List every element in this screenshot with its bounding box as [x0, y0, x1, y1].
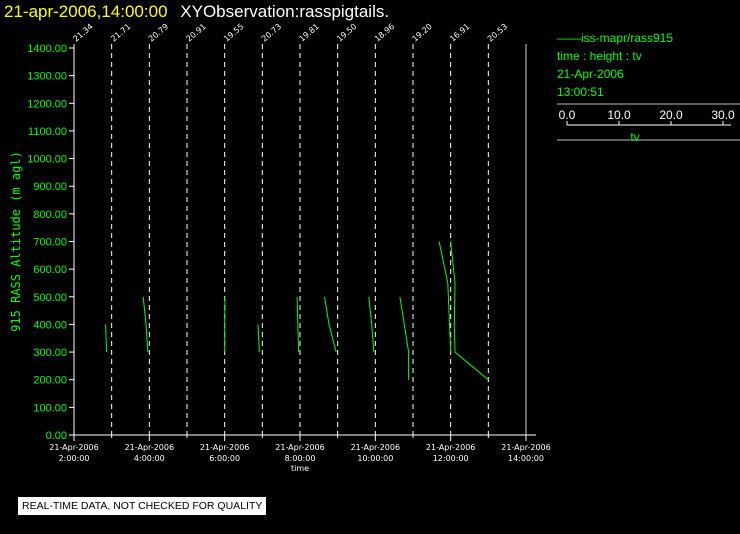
- tv-profile-line: [450, 241, 489, 381]
- y-tick-label: 1300.00: [27, 71, 67, 83]
- x-tick-date: 21-Apr-2006: [501, 443, 550, 452]
- tv-profile-line: [438, 241, 452, 353]
- profile-label: 20.73: [260, 22, 283, 44]
- y-tick-label: 800.00: [33, 209, 67, 221]
- profile-label: 19.50: [335, 22, 358, 44]
- legend-scale-tick-label: 30.0: [711, 108, 735, 122]
- x-tick-time: 10:00:00: [357, 454, 393, 463]
- tv-profile-line: [142, 296, 149, 353]
- y-tick-label: 100.00: [33, 402, 67, 414]
- profile-label: 19.20: [411, 22, 434, 44]
- header-title: XYObservation:rasspigtails.: [180, 2, 390, 21]
- legend-scale-tick-label: 20.0: [659, 108, 683, 122]
- profile-label: 19.81: [298, 22, 321, 44]
- legend-line-swatch: ——: [557, 31, 581, 45]
- x-tick-time: 4:00:00: [134, 454, 165, 463]
- legend-scale: 0.0 10.0 20.0 30.0 tv: [557, 103, 740, 144]
- x-tick-time: 2:00:00: [59, 454, 90, 463]
- profile-label: 16.91: [448, 22, 471, 44]
- legend-time: 13:00:51: [557, 85, 604, 99]
- tv-profile-line: [105, 324, 108, 353]
- y-tick-label: 1400.00: [27, 43, 67, 55]
- x-tick-time: 12:00:00: [433, 454, 469, 463]
- profile-label: 21.71: [109, 22, 132, 44]
- profile-label: 21.34: [72, 22, 95, 44]
- profile-label: 19.55: [222, 22, 245, 44]
- tv-profile-line: [368, 296, 375, 353]
- legend: ——iss-mapr/rass915 time : height : tv 21…: [557, 29, 740, 101]
- y-tick-label: 1200.00: [27, 98, 67, 110]
- profile-label: 20.53: [486, 22, 509, 44]
- x-tick-time: 8:00:00: [285, 454, 316, 463]
- tv-profile-line: [296, 296, 300, 353]
- x-axis-label: time: [291, 464, 309, 473]
- y-axis-label: 915 RASS Altitude (m agl): [9, 151, 23, 332]
- y-tick-label: 300.00: [33, 347, 67, 359]
- tv-profiles: [105, 241, 489, 381]
- legend-series: ——iss-mapr/rass915: [557, 29, 740, 47]
- x-tick-date: 21-Apr-2006: [200, 443, 249, 452]
- legend-variables: time : height : tv: [557, 49, 642, 63]
- y-tick-label: 400.00: [33, 319, 67, 331]
- y-tick-label: 900.00: [33, 181, 67, 193]
- y-tick-label: 0.00: [46, 430, 67, 442]
- chart-axes: 0.00 100.00 200.00 300.00 400.00 500.00 600.00…: [9, 43, 551, 473]
- y-tick-label: 1100.00: [28, 126, 67, 138]
- legend-scale-tick-label: 0.0: [559, 108, 576, 122]
- y-tick-label: 500.00: [33, 292, 67, 304]
- legend-scale-tick-label: 10.0: [607, 108, 631, 122]
- legend-series-label: iss-mapr/rass915: [581, 31, 674, 45]
- y-tick-label: 1000.00: [27, 154, 67, 166]
- quality-note: REAL-TIME DATA, NOT CHECKED FOR QUALITY: [18, 497, 267, 515]
- x-tick-date: 21-Apr-2006: [49, 443, 98, 452]
- x-tick-time: 6:00:00: [209, 454, 240, 463]
- x-tick-time: 14:00:00: [508, 454, 544, 463]
- tv-profile-line: [399, 296, 410, 380]
- profile-time-lines: 21.34 21.71 20.79 20.91 19.55 20.73 19.81 19.50…: [72, 22, 527, 435]
- x-tick-date: 21-Apr-2006: [125, 443, 174, 452]
- profile-label: 18.96: [373, 22, 396, 44]
- x-tick-date: 21-Apr-2006: [275, 443, 324, 452]
- chart-header: 21-apr-2006,14:00:00 XYObservation:rassp…: [4, 0, 389, 24]
- header-date: 21-apr-2006,14:00:00: [4, 2, 168, 21]
- x-tick-date: 21-Apr-2006: [351, 443, 400, 452]
- tv-profile-line: [324, 296, 337, 353]
- profile-label: 20.91: [185, 22, 208, 44]
- legend-date: 21-Apr-2006: [557, 67, 624, 81]
- y-tick-label: 200.00: [33, 375, 67, 387]
- y-tick-label: 700.00: [33, 237, 67, 249]
- tv-profile-line: [257, 324, 260, 353]
- profile-label: 20.79: [147, 22, 170, 44]
- y-tick-label: 600.00: [33, 264, 67, 276]
- x-tick-date: 21-Apr-2006: [426, 443, 475, 452]
- legend-scale-label: tv: [630, 130, 639, 144]
